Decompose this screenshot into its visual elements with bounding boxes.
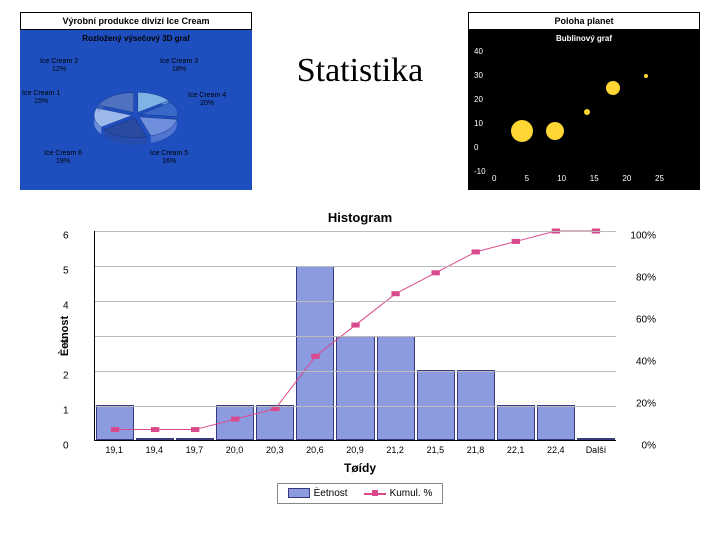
bubble-x-tick: 15 [590,174,599,183]
pie-slice-label: Ice Cream 318% [160,58,198,73]
hist-x-tick: 20,0 [214,441,254,455]
hist-y2-tick: 20% [636,399,656,410]
bubble-plot: -100102030400510152025 [496,52,692,172]
histogram-x-axis-title: Tøídy [60,461,660,475]
page-title: Statistika [260,12,460,90]
pie-slice-label: Ice Cream 619% [44,150,82,165]
hist-y-tick: 4 [63,301,69,312]
hist-x-tick: Další [576,441,616,455]
bubble-x-tick: 0 [492,174,496,183]
hist-y-tick: 1 [63,406,69,417]
bubble-x-tick: 25 [655,174,664,183]
bubble-point [606,81,620,95]
hist-x-tick: 22,4 [536,441,576,455]
hist-x-tick: 21,2 [375,441,415,455]
hist-y-tick: 5 [63,266,69,277]
legend-bar-label: Èetnost [314,488,348,499]
bubble-subtitle: Bublinový graf [468,30,700,43]
pie-title: Výrobní produkce divizí Ice Cream [20,12,252,30]
hist-x-tick: 19,7 [174,441,214,455]
hist-y2-tick: 80% [636,273,656,284]
legend-bar-swatch [288,488,310,498]
pie-chart-panel: Výrobní produkce divizí Ice Cream Rozlož… [20,12,252,190]
histogram-legend: Èetnost Kumul. % [277,483,444,504]
hist-y2-tick: 60% [636,315,656,326]
bubble-y-tick: 10 [474,119,483,128]
bubble-x-tick: 20 [622,174,631,183]
bubble-point [584,109,590,115]
bubble-x-tick: 5 [525,174,529,183]
pie-slice-label: Ice Cream 212% [40,58,78,73]
hist-y-tick: 0 [63,441,69,452]
pie-subtitle: Rozložený výsečový 3D graf [20,30,252,43]
bubble-y-tick: -10 [474,167,486,176]
pie-slice-label: Ice Cream 516% [150,150,188,165]
bubble-y-tick: 40 [474,47,483,56]
bubble-point [546,122,564,140]
hist-x-tick: 20,6 [295,441,335,455]
legend-line-label: Kumul. % [390,488,433,499]
histogram-panel: Histogram Èetnost 01234560%20%40%60%80%1… [60,210,660,504]
hist-x-tick: 19,4 [134,441,174,455]
bubble-y-tick: 0 [474,143,478,152]
hist-x-tick: 19,1 [94,441,134,455]
bubble-point [511,120,533,142]
bubble-chart-panel: Poloha planet Bublinový graf -1001020304… [468,12,700,190]
bubble-title: Poloha planet [468,12,700,30]
hist-x-tick: 21,8 [455,441,495,455]
hist-y-tick: 3 [63,336,69,347]
bubble-y-tick: 30 [474,71,483,80]
hist-y2-tick: 100% [630,231,656,242]
pie-chart [76,83,196,153]
legend-line-swatch [364,488,386,498]
bubble-y-tick: 20 [474,95,483,104]
hist-x-tick: 22,1 [496,441,536,455]
hist-y2-tick: 40% [636,357,656,368]
bubble-x-tick: 10 [557,174,566,183]
hist-x-tick: 20,3 [255,441,295,455]
histogram-title: Histogram [60,210,660,225]
pie-slice-label: Ice Cream 115% [22,90,60,105]
hist-x-tick: 20,9 [335,441,375,455]
pie-slice-label: Ice Cream 420% [188,92,226,107]
hist-y2-tick: 0% [642,441,656,452]
hist-x-tick: 21,5 [415,441,455,455]
hist-y-tick: 6 [63,231,69,242]
hist-y-tick: 2 [63,371,69,382]
bubble-point [644,74,648,78]
